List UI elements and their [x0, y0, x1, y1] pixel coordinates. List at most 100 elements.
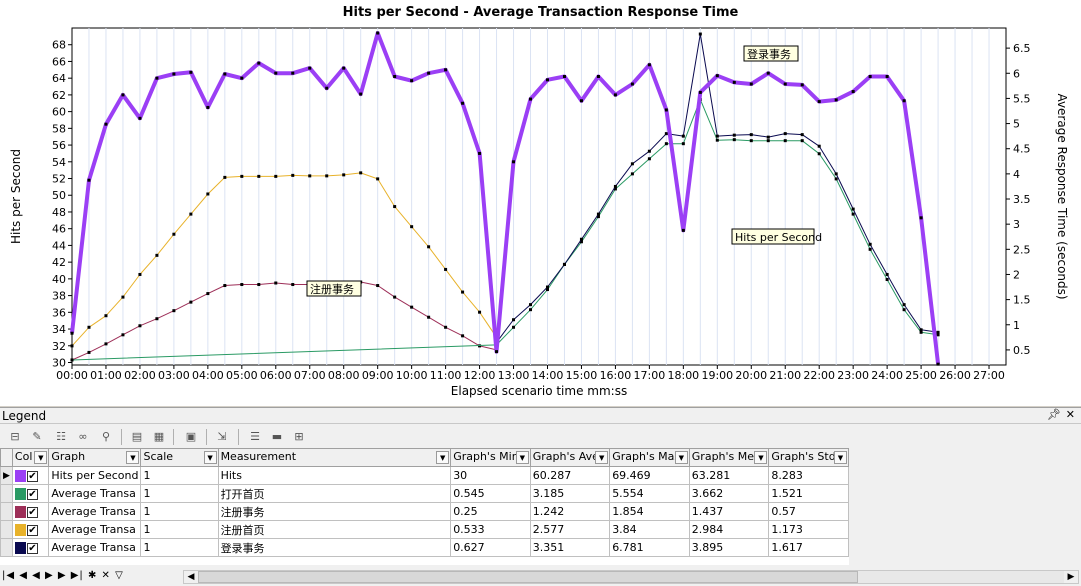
visibility-checkbox[interactable]: ✔ [26, 506, 38, 518]
data-point [613, 184, 617, 188]
chevron-down-icon[interactable]: ▼ [834, 451, 847, 464]
chevron-down-icon[interactable]: ▼ [436, 451, 450, 464]
save-icon[interactable]: ▦ [153, 430, 165, 443]
annotation-label: Hits per Second [735, 231, 822, 244]
color-cell[interactable]: ✔ [11, 538, 50, 557]
chevron-down-icon[interactable]: ▼ [34, 451, 48, 464]
row-indicator[interactable]: ▶ [0, 466, 13, 485]
show-measurement-icon[interactable]: ☷ [56, 430, 66, 443]
export-icon[interactable]: ▬ [271, 430, 283, 443]
x-tick-label: 27:00 [973, 369, 1005, 382]
open-folder-icon[interactable]: ▤ [131, 430, 143, 443]
y-left-tick-label: 56 [52, 139, 66, 152]
column-header-avg[interactable]: Graph's Ave ▼ [529, 448, 611, 467]
data-point [138, 324, 142, 328]
visibility-checkbox[interactable]: ✔ [26, 470, 38, 482]
data-point [902, 303, 906, 307]
column-header-max[interactable]: Graph's Max ▼ [609, 448, 690, 467]
column-header-col[interactable]: Col ▼ [11, 448, 50, 467]
chevron-down-icon[interactable]: ▼ [595, 451, 609, 464]
chevron-down-icon[interactable]: ▼ [515, 451, 529, 464]
data-point [868, 242, 872, 246]
annotation-label: 登录事务 [747, 47, 791, 61]
column-header-measurement[interactable]: Measurement ▼ [217, 448, 452, 467]
data-point [681, 142, 685, 146]
color-cell[interactable]: ✔ [11, 502, 50, 521]
legend-row[interactable]: ✔ Average Transa 1 注册首页 0.533 2.577 3.84 2.984 1… [0, 520, 849, 539]
select-icon[interactable]: ⇲ [217, 430, 227, 443]
chevron-down-icon[interactable]: ▼ [754, 451, 768, 464]
horizontal-scrollbar[interactable]: ◀ ▶ [183, 570, 1079, 584]
column-header-graph[interactable]: Graph ▼ [48, 448, 142, 467]
y-left-tick-label: 62 [52, 89, 66, 102]
row-indicator[interactable] [0, 538, 13, 557]
data-point [579, 240, 583, 244]
data-point [749, 133, 753, 137]
hide-graph-icon[interactable]: ⊟ [10, 430, 20, 443]
legend-row[interactable]: ✔ Average Transa 1 注册事务 0.25 1.242 1.854 1.437 0… [0, 502, 849, 521]
y-left-tick-label: 52 [52, 173, 66, 186]
chevron-down-icon[interactable]: ▼ [674, 451, 688, 464]
column-header-med[interactable]: Graph's Med ▼ [688, 448, 770, 467]
merge-icon[interactable]: ☰ [250, 430, 260, 443]
color-cell[interactable]: ✔ [11, 484, 50, 503]
data-point [461, 290, 465, 294]
table-icon[interactable]: ⊞ [294, 430, 304, 443]
measurement-cell: 注册首页 [217, 520, 452, 539]
data-point [240, 283, 244, 287]
configure-measurement-icon[interactable]: ✎ [32, 430, 42, 443]
series-line [71, 98, 939, 361]
graph-cell: Average Transa [48, 484, 142, 503]
data-point [410, 225, 414, 229]
data-point [817, 144, 821, 148]
chart-title: Hits per Second - Average Transaction Re… [342, 5, 739, 20]
link-icon[interactable]: ∞ [78, 430, 88, 443]
row-indicator[interactable] [0, 502, 13, 521]
y-left-tick-label: 38 [52, 290, 66, 303]
chevron-down-icon[interactable]: ▼ [126, 451, 140, 464]
record-navigator[interactable]: |◀ ◀ ◀ ▶ ▶ ▶| ✱ ✕ ▽ [2, 570, 124, 581]
med-cell: 2.984 [688, 520, 770, 539]
color-swatch [14, 470, 26, 482]
data-point [257, 61, 261, 65]
scroll-thumb[interactable] [198, 571, 858, 583]
pin-icon[interactable]: 📌︎ [1047, 408, 1061, 421]
y-left-tick-label: 60 [52, 106, 66, 119]
row-indicator[interactable] [0, 484, 13, 503]
chevron-down-icon[interactable]: ▼ [203, 451, 217, 464]
legend-row[interactable]: ✔ Average Transa 1 登录事务 0.627 3.351 6.781 3.895… [0, 538, 849, 557]
y-left-tick-label: 54 [52, 156, 66, 169]
data-point [155, 76, 159, 80]
scroll-left-icon[interactable]: ◀ [184, 571, 198, 583]
scroll-right-icon[interactable]: ▶ [1064, 571, 1078, 583]
column-header-scale[interactable]: Scale ▼ [140, 448, 219, 467]
data-point [681, 228, 685, 232]
color-cell[interactable]: ✔ [11, 520, 50, 539]
data-point [427, 315, 431, 319]
visibility-checkbox[interactable]: ✔ [26, 524, 38, 536]
legend-row[interactable]: ▶ ✔ Hits per Second 1 Hits 30 60.287 69.469 63.2… [0, 466, 849, 485]
filter-icon[interactable]: ⚲ [101, 430, 111, 443]
data-point [834, 177, 838, 181]
visibility-checkbox[interactable]: ✔ [26, 488, 38, 500]
std-cell: 1.617 [768, 538, 849, 557]
y-left-tick-label: 34 [52, 323, 66, 336]
column-header-min[interactable]: Graph's Mini ▼ [450, 448, 531, 467]
x-tick-label: 21:00 [769, 369, 801, 382]
panel-divider[interactable] [0, 405, 1081, 408]
properties-icon[interactable]: ▣ [185, 430, 197, 443]
row-indicator[interactable] [0, 520, 13, 539]
data-point [427, 71, 431, 75]
data-point [800, 133, 804, 137]
column-header-std[interactable]: Graph's Std. ▼ [768, 448, 849, 467]
data-point [800, 139, 804, 143]
y-left-tick-label: 36 [52, 306, 66, 319]
legend-row[interactable]: ✔ Average Transa 1 打开首页 0.545 3.185 5.554 3.662… [0, 484, 849, 503]
visibility-checkbox[interactable]: ✔ [26, 542, 38, 554]
close-icon[interactable]: ✕ [1065, 408, 1075, 421]
color-cell[interactable]: ✔ [11, 466, 50, 485]
legend-table: Col ▼ Graph ▼ Scale ▼ Measurement ▼ Graph's … [0, 448, 849, 557]
x-tick-label: 11:00 [430, 369, 462, 382]
data-point [529, 303, 533, 307]
legend-toolbar: ⊟ ✎ ☷ ∞ ⚲ ▤ ▦ ▣ ⇲ ☰ ▬ ⊞ [0, 426, 1081, 448]
